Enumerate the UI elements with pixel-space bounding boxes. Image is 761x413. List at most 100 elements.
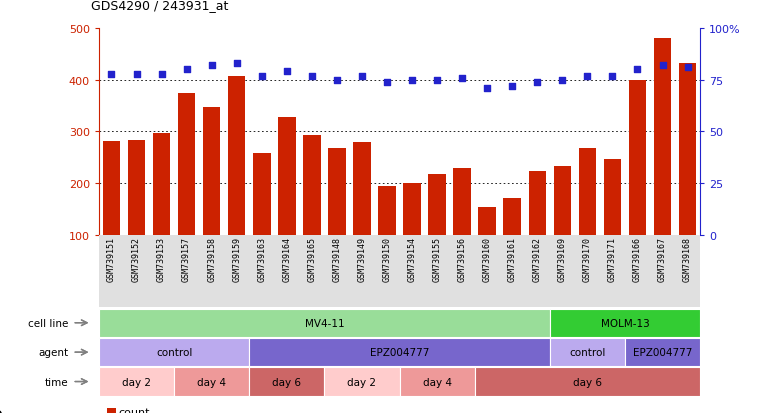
Text: GSM739159: GSM739159: [232, 237, 241, 282]
Bar: [128, 140, 145, 287]
Point: [481, 85, 493, 92]
Bar: [625, 338, 700, 366]
Text: GSM739166: GSM739166: [633, 237, 642, 282]
Text: GSM739153: GSM739153: [157, 237, 166, 282]
Bar: [324, 368, 400, 396]
Bar: [228, 77, 246, 287]
Point: [556, 77, 568, 84]
Bar: [203, 108, 221, 287]
Text: GSM739148: GSM739148: [333, 237, 342, 282]
Bar: [253, 154, 270, 287]
Point: [381, 79, 393, 86]
Point: [581, 73, 594, 80]
Bar: [475, 368, 700, 396]
Text: GDS4290 / 243931_at: GDS4290 / 243931_at: [91, 0, 229, 12]
Text: GSM739149: GSM739149: [358, 237, 367, 282]
Text: day 4: day 4: [197, 377, 226, 387]
Bar: [303, 136, 320, 287]
Text: GSM739152: GSM739152: [132, 237, 141, 282]
Text: control: control: [156, 347, 193, 357]
Point: [356, 73, 368, 80]
Text: GSM739165: GSM739165: [307, 237, 317, 282]
Text: GSM739158: GSM739158: [207, 237, 216, 282]
Text: EPZ004777: EPZ004777: [370, 347, 429, 357]
Point: [205, 63, 218, 69]
Text: GSM739160: GSM739160: [482, 237, 492, 282]
Bar: [103, 142, 120, 287]
Bar: [679, 64, 696, 287]
Point: [155, 71, 167, 78]
Point: [130, 71, 142, 78]
Point: [231, 61, 243, 67]
Text: day 2: day 2: [348, 377, 377, 387]
Text: day 6: day 6: [272, 377, 301, 387]
Text: count: count: [119, 407, 150, 413]
Text: GSM739163: GSM739163: [257, 237, 266, 282]
Text: GSM739151: GSM739151: [107, 237, 116, 282]
Point: [331, 77, 343, 84]
Text: GSM739167: GSM739167: [658, 237, 667, 282]
Text: cell line: cell line: [28, 318, 68, 328]
Text: GSM739150: GSM739150: [383, 237, 391, 282]
Bar: [428, 174, 446, 287]
Point: [607, 73, 619, 80]
Point: [456, 75, 468, 82]
Point: [506, 83, 518, 90]
Bar: [99, 309, 549, 337]
Bar: [99, 338, 250, 366]
Point: [180, 67, 193, 74]
Bar: [378, 187, 396, 287]
Text: EPZ004777: EPZ004777: [633, 347, 693, 357]
Point: [306, 73, 318, 80]
Point: [281, 69, 293, 76]
Bar: [250, 368, 324, 396]
Text: GSM739155: GSM739155: [432, 237, 441, 282]
Text: GSM739161: GSM739161: [508, 237, 517, 282]
Text: time: time: [45, 377, 68, 387]
Bar: [174, 368, 250, 396]
Bar: [400, 368, 475, 396]
Point: [406, 77, 418, 84]
Bar: [178, 93, 196, 287]
Text: GSM739170: GSM739170: [583, 237, 592, 282]
Text: MOLM-13: MOLM-13: [600, 318, 649, 328]
Bar: [549, 338, 625, 366]
Point: [632, 67, 644, 74]
Point: [531, 79, 543, 86]
Text: GSM739162: GSM739162: [533, 237, 542, 282]
Point: [105, 71, 117, 78]
Bar: [654, 39, 671, 287]
Bar: [328, 149, 345, 287]
Text: day 4: day 4: [422, 377, 451, 387]
Bar: [99, 368, 174, 396]
Bar: [529, 172, 546, 287]
Point: [657, 63, 669, 69]
Text: GSM739154: GSM739154: [408, 237, 416, 282]
Text: GSM739168: GSM739168: [683, 237, 692, 282]
Text: GSM739169: GSM739169: [558, 237, 567, 282]
Point: [431, 77, 443, 84]
Point: [256, 73, 268, 80]
Bar: [479, 207, 496, 287]
Text: agent: agent: [38, 347, 68, 357]
Bar: [629, 81, 646, 287]
Text: GSM739171: GSM739171: [608, 237, 617, 282]
Text: day 2: day 2: [122, 377, 151, 387]
Point: [682, 65, 694, 71]
Bar: [603, 159, 621, 287]
Bar: [353, 143, 371, 287]
Bar: [153, 133, 170, 287]
Text: GSM739156: GSM739156: [457, 237, 466, 282]
Bar: [549, 309, 700, 337]
Bar: [504, 199, 521, 287]
Bar: [578, 149, 596, 287]
Bar: [403, 183, 421, 287]
Text: GSM739157: GSM739157: [182, 237, 191, 282]
Text: day 6: day 6: [573, 377, 602, 387]
Bar: [278, 118, 295, 287]
Text: GSM739164: GSM739164: [282, 237, 291, 282]
Text: MV4-11: MV4-11: [304, 318, 344, 328]
Bar: [454, 169, 471, 287]
Bar: [250, 338, 549, 366]
Bar: [553, 166, 571, 287]
